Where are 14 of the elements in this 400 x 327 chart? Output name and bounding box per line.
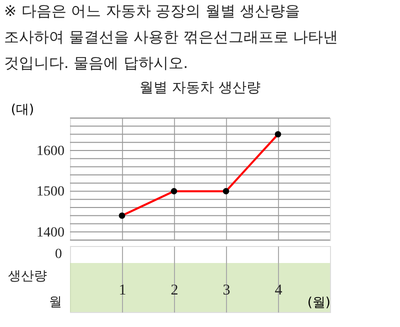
y-axis-title: (대) [10, 102, 34, 118]
x-axis-title: (월) [307, 296, 330, 310]
x-tick-label: 3 [222, 282, 230, 298]
y-tick-label: 1600 [36, 144, 64, 160]
x-tick-label: 4 [274, 282, 283, 298]
text: ※ 다음은 어느 자동차 공장의 월별 생산량을 조사하여 물결선을 사용한 꺾은선그래프로 나타낸 것입니다. 물음에 답하시오. [4, 2, 338, 72]
y-tick-label: 1500 [36, 184, 64, 200]
y-tick-label: 1400 [36, 225, 64, 240]
x-tick-label: 2 [170, 282, 178, 298]
chart-title: 월별 자동차 생산량 [140, 80, 260, 96]
text: 월 [49, 295, 62, 310]
x-tick-label: 1 [118, 282, 126, 298]
text: 0 [55, 247, 62, 262]
text: 생산량 [8, 269, 47, 284]
